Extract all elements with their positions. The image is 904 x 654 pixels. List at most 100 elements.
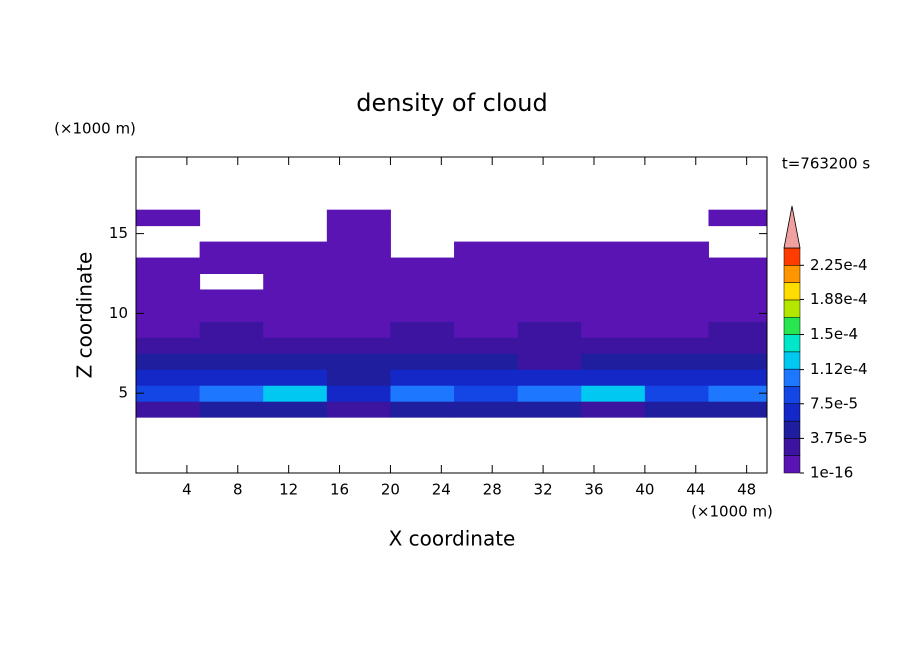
contour-cell <box>454 241 519 259</box>
x-tick-label: 28 <box>483 481 502 499</box>
x-tick-label: 12 <box>279 481 298 499</box>
contour-cell <box>581 289 646 306</box>
x-tick-label: 8 <box>233 481 243 499</box>
contour-cell <box>454 385 519 402</box>
contour-cell <box>581 401 646 418</box>
x-tick-label: 4 <box>182 481 192 499</box>
contour-cell <box>644 353 709 370</box>
contour-cell <box>390 305 455 322</box>
contour-cell <box>136 209 201 227</box>
contour-cell <box>263 289 328 306</box>
contour-cell <box>644 257 709 275</box>
contour-cell <box>136 385 201 402</box>
contour-cell <box>517 321 582 338</box>
contour-cell <box>199 289 264 306</box>
contour-cell <box>390 337 455 354</box>
contour-cell <box>326 369 391 386</box>
colorbar-box <box>783 265 801 283</box>
contour-cell <box>326 257 391 275</box>
contour-cell <box>326 225 391 243</box>
contour-cell <box>454 257 519 275</box>
contour-cell <box>390 273 455 290</box>
contour-cell <box>199 385 264 402</box>
contour-cell <box>263 257 328 275</box>
contour-cell <box>644 337 709 354</box>
contour-cell <box>454 353 519 370</box>
contour-cell <box>199 321 264 338</box>
time-annotation: t=763200 s <box>782 155 870 173</box>
x-axis-label: X coordinate <box>389 527 516 551</box>
y-axis-label: Z coordinate <box>73 252 97 379</box>
contour-cell <box>517 401 582 418</box>
contour-cell <box>581 305 646 322</box>
contour-cell <box>263 273 328 290</box>
contour-cell <box>390 353 455 370</box>
contour-cell <box>326 305 391 322</box>
colorbar-box <box>783 420 801 439</box>
contour-cell <box>708 209 768 227</box>
contour-cell <box>263 321 328 338</box>
contour-cell <box>517 369 582 386</box>
contour-cell <box>326 321 391 338</box>
contour-cell <box>326 209 391 227</box>
contour-cell <box>136 353 201 370</box>
x-tick-label: 32 <box>534 481 553 499</box>
contour-cell <box>517 289 582 306</box>
contour-cell <box>390 289 455 306</box>
contour-cell <box>517 305 582 322</box>
colorbar-tick-label: 3.75e-5 <box>810 429 868 447</box>
contour-cell <box>326 353 391 370</box>
x-tick-label: 48 <box>737 481 756 499</box>
colorbar-box <box>783 316 801 335</box>
contour-cell <box>390 385 455 402</box>
contour-cell <box>326 273 391 290</box>
contour-cell <box>199 353 264 370</box>
contour-cell <box>199 241 264 259</box>
contour-cell <box>390 257 455 275</box>
contour-cell <box>136 289 201 306</box>
contour-cell <box>644 241 709 259</box>
x-tick-label: 36 <box>584 481 603 499</box>
colorbar-tick-label: 1e-16 <box>810 464 853 482</box>
contour-cell <box>517 353 582 370</box>
contour-cell <box>517 241 582 259</box>
contour-cell <box>708 321 768 338</box>
contour-cell <box>581 241 646 259</box>
contour-cell <box>708 353 768 370</box>
contour-cell <box>708 401 768 418</box>
colorbar-tick-label: 1.88e-4 <box>810 290 868 308</box>
contour-cell <box>390 401 455 418</box>
contour-cell <box>199 401 264 418</box>
y-tick-label: 10 <box>109 304 128 322</box>
contour-cell <box>390 369 455 386</box>
y-unit: (×1000 m) <box>54 120 136 138</box>
contour-cell <box>136 273 201 290</box>
chart-title: density of cloud <box>356 89 547 117</box>
contour-cell <box>517 273 582 290</box>
contour-cell <box>581 273 646 290</box>
contour-cell <box>644 385 709 402</box>
contour-cell <box>454 289 519 306</box>
contour-cell <box>454 369 519 386</box>
contour-cell <box>390 321 455 338</box>
contour-cell <box>199 369 264 386</box>
x-tick-label: 20 <box>381 481 400 499</box>
contour-cell <box>644 321 709 338</box>
contour-cell <box>708 369 768 386</box>
contour-cell <box>136 257 201 275</box>
contour-cell <box>263 369 328 386</box>
contour-cell <box>263 385 328 402</box>
x-tick-label: 40 <box>635 481 654 499</box>
colorbar-tick-label: 1.5e-4 <box>810 325 858 343</box>
contour-cell <box>581 385 646 402</box>
contour-cell <box>581 369 646 386</box>
contour-cell <box>708 337 768 354</box>
contour-cell <box>708 305 768 322</box>
contour-cell <box>454 337 519 354</box>
contour-cell <box>708 289 768 306</box>
contour-cell <box>581 353 646 370</box>
colorbar-box <box>783 282 801 301</box>
contour-cell <box>263 337 328 354</box>
contour-cell <box>644 305 709 322</box>
